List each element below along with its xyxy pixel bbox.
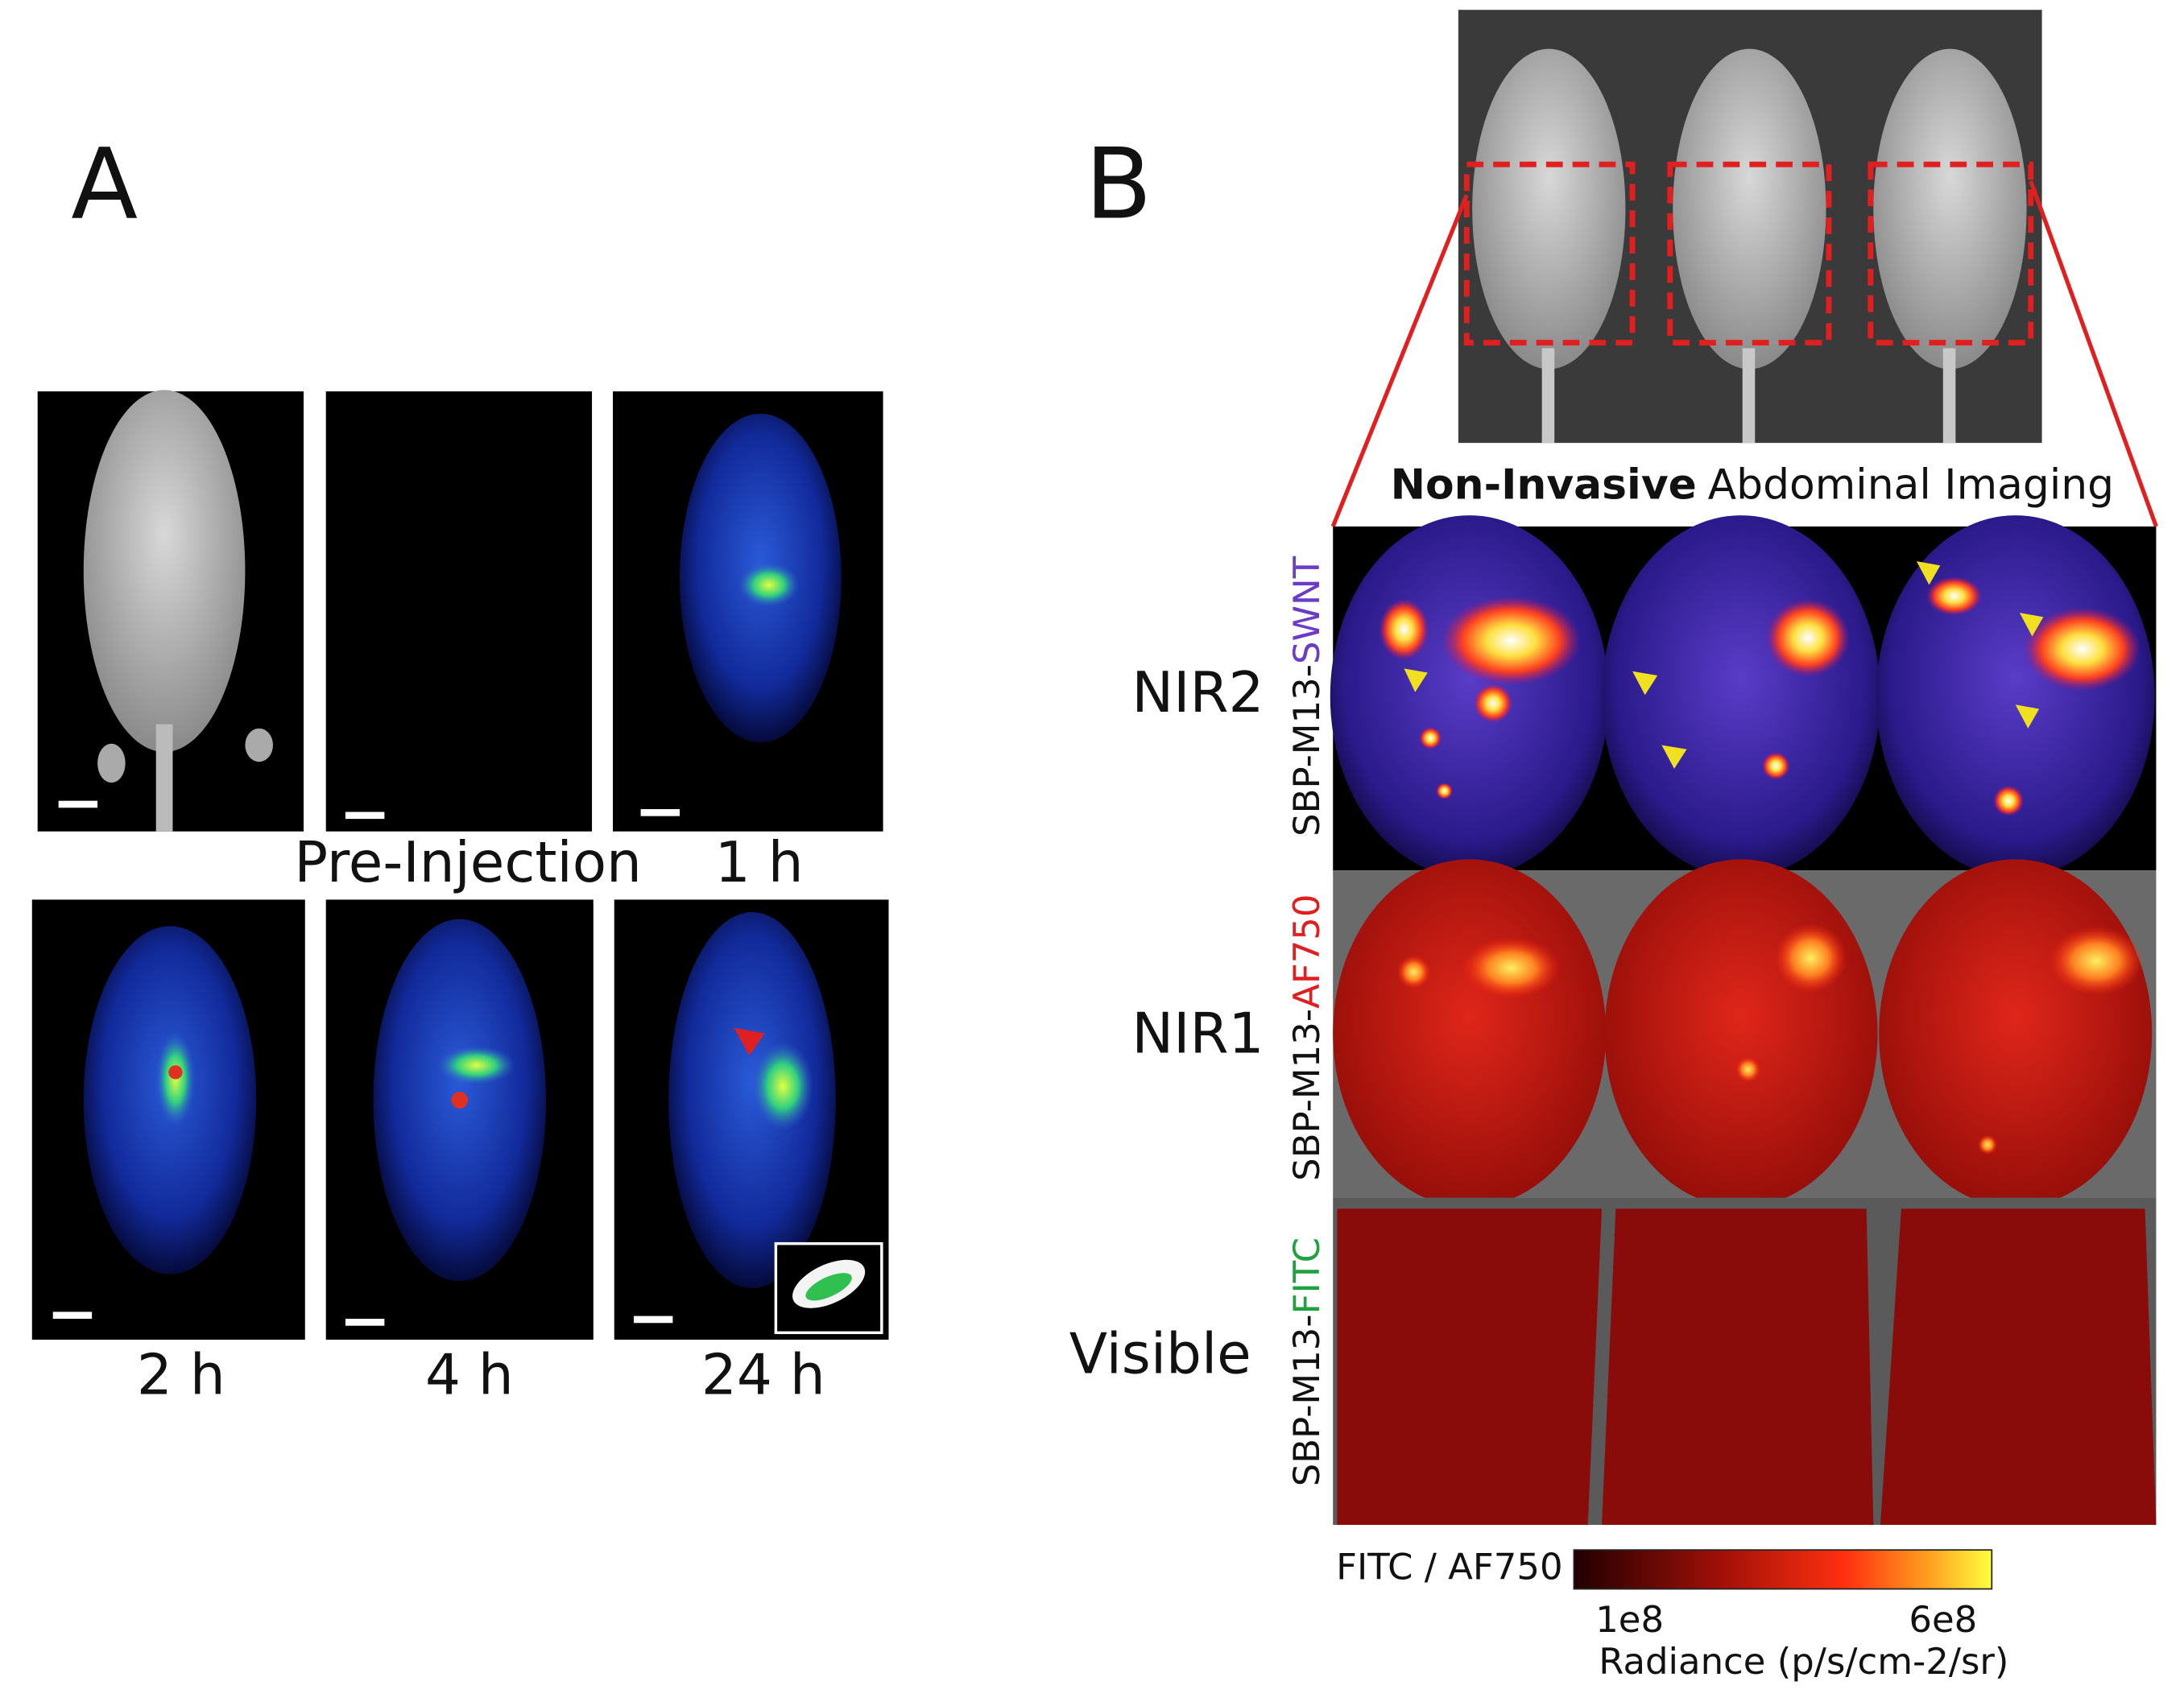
colorbar-tick: 1e8 — [1595, 1598, 1664, 1641]
time-label: 24 h — [701, 1343, 825, 1407]
colorbar — [1573, 1549, 1993, 1590]
panel-a-images — [31, 390, 889, 1340]
channel-label: Visible — [1069, 1323, 1251, 1387]
panel-label: A — [71, 127, 138, 241]
probe-label: SBP-M13-FITC — [1285, 1237, 1328, 1486]
probe-prefix: SBP-M13- — [1285, 1009, 1328, 1181]
overview-photo — [1330, 10, 2158, 527]
colorbar-unit: Radiance (p/s/cm-2/sr) — [1599, 1640, 2008, 1683]
channel-label: NIR1 — [1131, 1002, 1264, 1067]
probe-name: AF750 — [1285, 894, 1328, 1008]
time-label: Pre-Injection — [294, 831, 641, 895]
probe-name: SWNT — [1285, 556, 1328, 664]
time-label: 4 h — [425, 1343, 514, 1407]
panel-label: B — [1085, 127, 1152, 241]
title-bold: Non-Invasive — [1391, 461, 1697, 509]
title-rest: Abdominal Imaging — [1708, 461, 2114, 509]
colorbar-tick: 6e8 — [1909, 1598, 1977, 1641]
imaging-title: Non-Invasive Abdominal Imaging — [1391, 461, 2114, 509]
probe-label: SBP-M13-SWNT — [1285, 556, 1328, 836]
probe-prefix: SBP-M13- — [1285, 664, 1328, 836]
channel-label: NIR2 — [1131, 661, 1264, 725]
time-label: 2 h — [137, 1343, 225, 1407]
probe-label: SBP-M13-AF750 — [1285, 894, 1328, 1180]
probe-name: FITC — [1285, 1237, 1328, 1314]
colorbar-title: FITC / AF750 — [1336, 1545, 1562, 1588]
imaging-grid — [1330, 515, 2157, 1526]
probe-prefix: SBP-M13- — [1285, 1314, 1328, 1486]
time-label: 1 h — [715, 831, 804, 895]
